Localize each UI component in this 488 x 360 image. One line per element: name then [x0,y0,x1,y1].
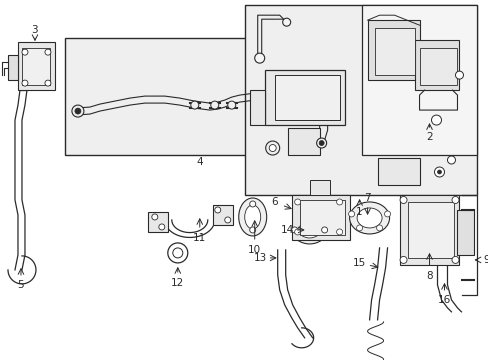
Text: 11: 11 [193,233,206,243]
Circle shape [321,227,327,233]
Bar [361,5,476,155]
Bar [8,55,18,80]
Circle shape [151,214,158,220]
Text: 7: 7 [364,193,370,203]
Bar [212,205,232,225]
Circle shape [454,71,463,79]
Bar [18,42,55,90]
Bar [299,200,344,235]
Bar [65,38,339,155]
Bar [367,20,419,80]
Circle shape [316,138,326,148]
Circle shape [172,248,183,258]
Circle shape [45,49,51,55]
Circle shape [399,256,406,264]
Circle shape [356,225,362,231]
Circle shape [376,225,382,231]
Circle shape [210,101,218,109]
Text: 1: 1 [356,207,362,217]
Bar [309,180,329,195]
Circle shape [75,108,81,114]
Bar [274,75,339,120]
Circle shape [190,101,198,109]
Circle shape [434,167,444,177]
Circle shape [294,229,300,235]
Circle shape [269,144,276,152]
Circle shape [249,201,255,207]
Circle shape [254,53,264,63]
Circle shape [437,170,441,174]
Circle shape [22,80,28,86]
Bar [377,158,419,185]
Circle shape [336,229,342,235]
Bar [264,70,344,125]
Circle shape [72,105,84,117]
Bar [407,202,453,258]
Bar [291,195,349,240]
Circle shape [451,197,458,203]
Text: 9: 9 [482,255,488,265]
Text: 2: 2 [426,132,432,142]
Circle shape [214,207,220,213]
Circle shape [282,18,290,26]
Bar [287,128,319,155]
Text: 10: 10 [247,245,261,255]
Bar [457,210,473,255]
Bar [22,48,50,85]
Circle shape [348,211,354,217]
Bar [399,195,459,265]
Ellipse shape [349,202,389,234]
Text: 16: 16 [437,295,450,305]
Bar [374,28,414,75]
Text: 14: 14 [281,225,294,235]
Ellipse shape [291,216,326,244]
Bar [244,5,476,195]
Circle shape [159,224,164,230]
Text: 6: 6 [271,197,278,207]
Circle shape [336,199,342,205]
Text: 12: 12 [171,278,184,288]
Circle shape [45,80,51,86]
Bar [249,90,264,125]
Bar [414,40,459,90]
Ellipse shape [244,205,260,229]
Bar [419,48,457,85]
Circle shape [430,115,441,125]
Text: 5: 5 [18,280,24,290]
Circle shape [249,227,255,233]
Text: 13: 13 [254,253,267,263]
Ellipse shape [298,222,320,238]
Circle shape [294,199,300,205]
Circle shape [22,49,28,55]
Circle shape [291,227,297,233]
Circle shape [447,156,454,164]
Circle shape [227,101,235,109]
Text: 15: 15 [352,258,366,268]
Circle shape [451,256,458,264]
Text: 8: 8 [426,271,432,281]
Bar [147,212,167,232]
Circle shape [167,243,187,263]
Circle shape [319,140,324,145]
Ellipse shape [238,198,266,236]
Circle shape [224,217,230,223]
Text: 4: 4 [196,157,203,167]
Circle shape [265,141,279,155]
Text: 3: 3 [32,25,38,35]
Circle shape [399,197,406,203]
Ellipse shape [356,208,381,228]
Circle shape [384,211,390,217]
